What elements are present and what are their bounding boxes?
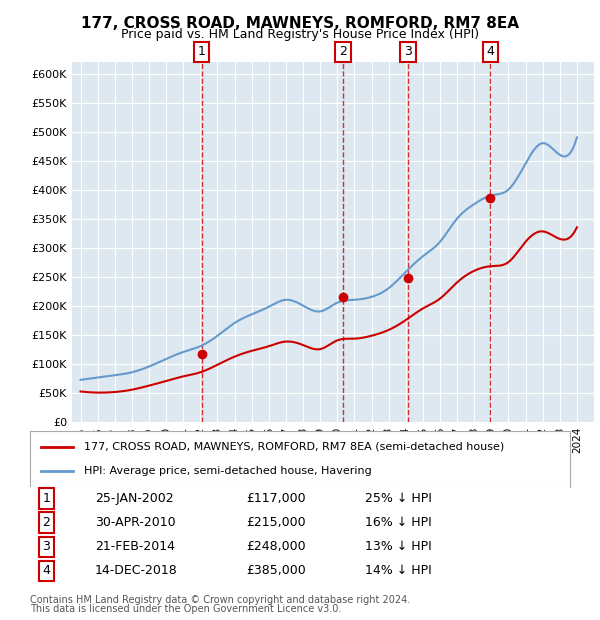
Text: 1: 1 [197,45,205,58]
Text: £385,000: £385,000 [246,564,306,577]
Text: 25% ↓ HPI: 25% ↓ HPI [365,492,431,505]
Text: 14% ↓ HPI: 14% ↓ HPI [365,564,431,577]
Text: 3: 3 [404,45,412,58]
Text: HPI: Average price, semi-detached house, Havering: HPI: Average price, semi-detached house,… [84,466,372,476]
Text: 25-JAN-2002: 25-JAN-2002 [95,492,173,505]
Text: 177, CROSS ROAD, MAWNEYS, ROMFORD, RM7 8EA (semi-detached house): 177, CROSS ROAD, MAWNEYS, ROMFORD, RM7 8… [84,441,504,451]
Text: 4: 4 [42,564,50,577]
Text: 2: 2 [339,45,347,58]
Text: 1: 1 [42,492,50,505]
Text: 16% ↓ HPI: 16% ↓ HPI [365,516,431,529]
Text: 14-DEC-2018: 14-DEC-2018 [95,564,178,577]
Text: Price paid vs. HM Land Registry's House Price Index (HPI): Price paid vs. HM Land Registry's House … [121,28,479,41]
Text: 2: 2 [42,516,50,529]
Text: This data is licensed under the Open Government Licence v3.0.: This data is licensed under the Open Gov… [30,604,341,614]
Text: 21-FEB-2014: 21-FEB-2014 [95,540,175,553]
Text: £117,000: £117,000 [246,492,305,505]
Text: 177, CROSS ROAD, MAWNEYS, ROMFORD, RM7 8EA: 177, CROSS ROAD, MAWNEYS, ROMFORD, RM7 8… [81,16,519,30]
Text: 30-APR-2010: 30-APR-2010 [95,516,175,529]
Text: 4: 4 [487,45,494,58]
Text: 13% ↓ HPI: 13% ↓ HPI [365,540,431,553]
Text: £248,000: £248,000 [246,540,305,553]
Text: £215,000: £215,000 [246,516,305,529]
Text: 3: 3 [42,540,50,553]
Text: Contains HM Land Registry data © Crown copyright and database right 2024.: Contains HM Land Registry data © Crown c… [30,595,410,605]
